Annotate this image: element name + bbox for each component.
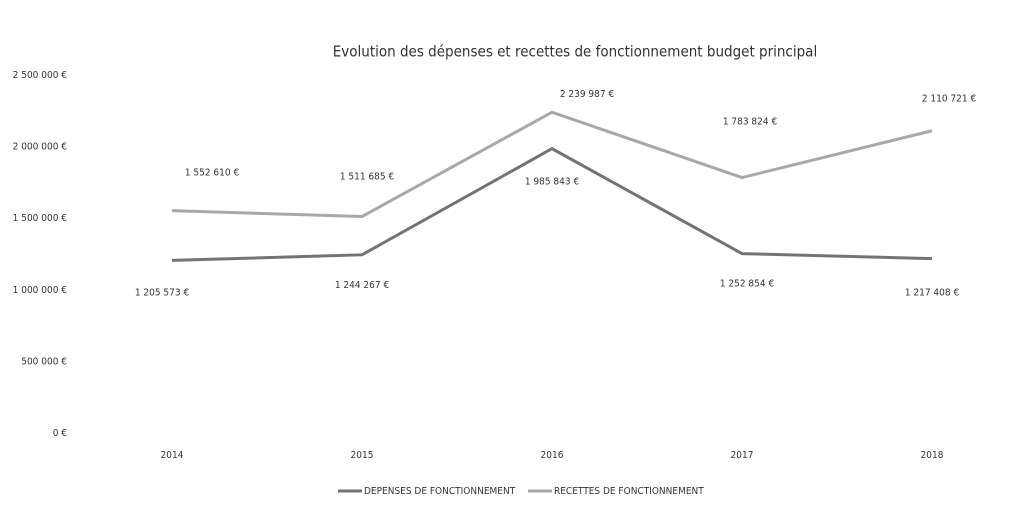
y-tick-label: 2 500 000 € (13, 70, 68, 81)
x-tick-label: 2015 (351, 450, 374, 461)
y-tick-label: 1 000 000 € (13, 285, 68, 296)
legend-label: RECETTES DE FONCTIONNEMENT (554, 486, 704, 497)
x-tick-label: 2016 (541, 450, 564, 461)
data-label: 2 239 987 € (560, 89, 615, 100)
y-tick-label: 0 € (53, 428, 68, 439)
chart-title: Evolution des dépenses et recettes de fo… (333, 43, 817, 61)
x-tick-label: 2014 (161, 450, 184, 461)
y-tick-label: 2 000 000 € (13, 142, 68, 153)
series-line (171, 110, 933, 219)
data-label: 1 985 843 € (525, 177, 580, 188)
data-label: 1 244 267 € (335, 280, 390, 291)
series-line (171, 146, 933, 262)
data-label: 1 217 408 € (905, 288, 960, 299)
x-tick-label: 2017 (731, 450, 754, 461)
data-label: 2 110 721 € (922, 94, 977, 105)
data-label: 1 205 573 € (135, 287, 190, 298)
y-tick-label: 500 000 € (21, 356, 67, 367)
x-tick-label: 2018 (921, 450, 944, 461)
data-label: 1 552 610 € (185, 168, 240, 179)
data-label: 1 511 685 € (340, 172, 395, 183)
data-label: 1 783 824 € (723, 117, 778, 128)
data-label: 1 252 854 € (720, 279, 775, 290)
y-tick-label: 1 500 000 € (13, 213, 68, 224)
legend-label: DEPENSES DE FONCTIONNEMENT (364, 486, 516, 497)
